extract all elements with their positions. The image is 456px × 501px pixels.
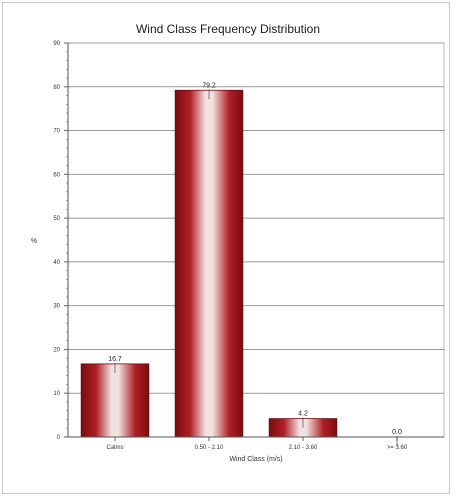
y-tick-label: 0 [57, 435, 61, 441]
data-label: 79.2 [202, 82, 216, 89]
y-tick-label: 60 [53, 172, 60, 178]
bar-2 [174, 89, 244, 438]
y-tick-label: 80 [53, 85, 60, 91]
x-tick-label: 0.50 - 2.10 [195, 445, 224, 451]
bar-1 [80, 363, 150, 438]
x-tick-label: >= 3.60 [387, 445, 408, 451]
y-tick-label: 50 [53, 216, 60, 222]
y-axis-title: % [31, 238, 37, 245]
y-tick-label: 90 [53, 41, 60, 47]
y-tick-label: 70 [53, 129, 60, 135]
chart-title: Wind Class Frequency Distribution [135, 22, 321, 36]
x-tick-label: 2.10 - 3.60 [289, 445, 318, 451]
axes [64, 42, 444, 441]
data-label: 0.0 [392, 429, 402, 436]
x-axis-title: Wind Class (m/s) [229, 456, 282, 463]
data-label: 4.2 [298, 411, 308, 418]
data-label: 16.7 [108, 356, 122, 363]
y-tick-label: 30 [53, 304, 60, 310]
labels: 0 10 20 30 40 50 60 70 80 90 16.7 Calms 79.2 0.50 - 2… [31, 41, 408, 463]
x-tick-label: Calms [106, 445, 123, 451]
y-tick-label: 10 [53, 391, 60, 397]
y-tick-label: 40 [53, 260, 60, 266]
bars [80, 89, 338, 438]
y-tick-label: 20 [53, 347, 60, 353]
